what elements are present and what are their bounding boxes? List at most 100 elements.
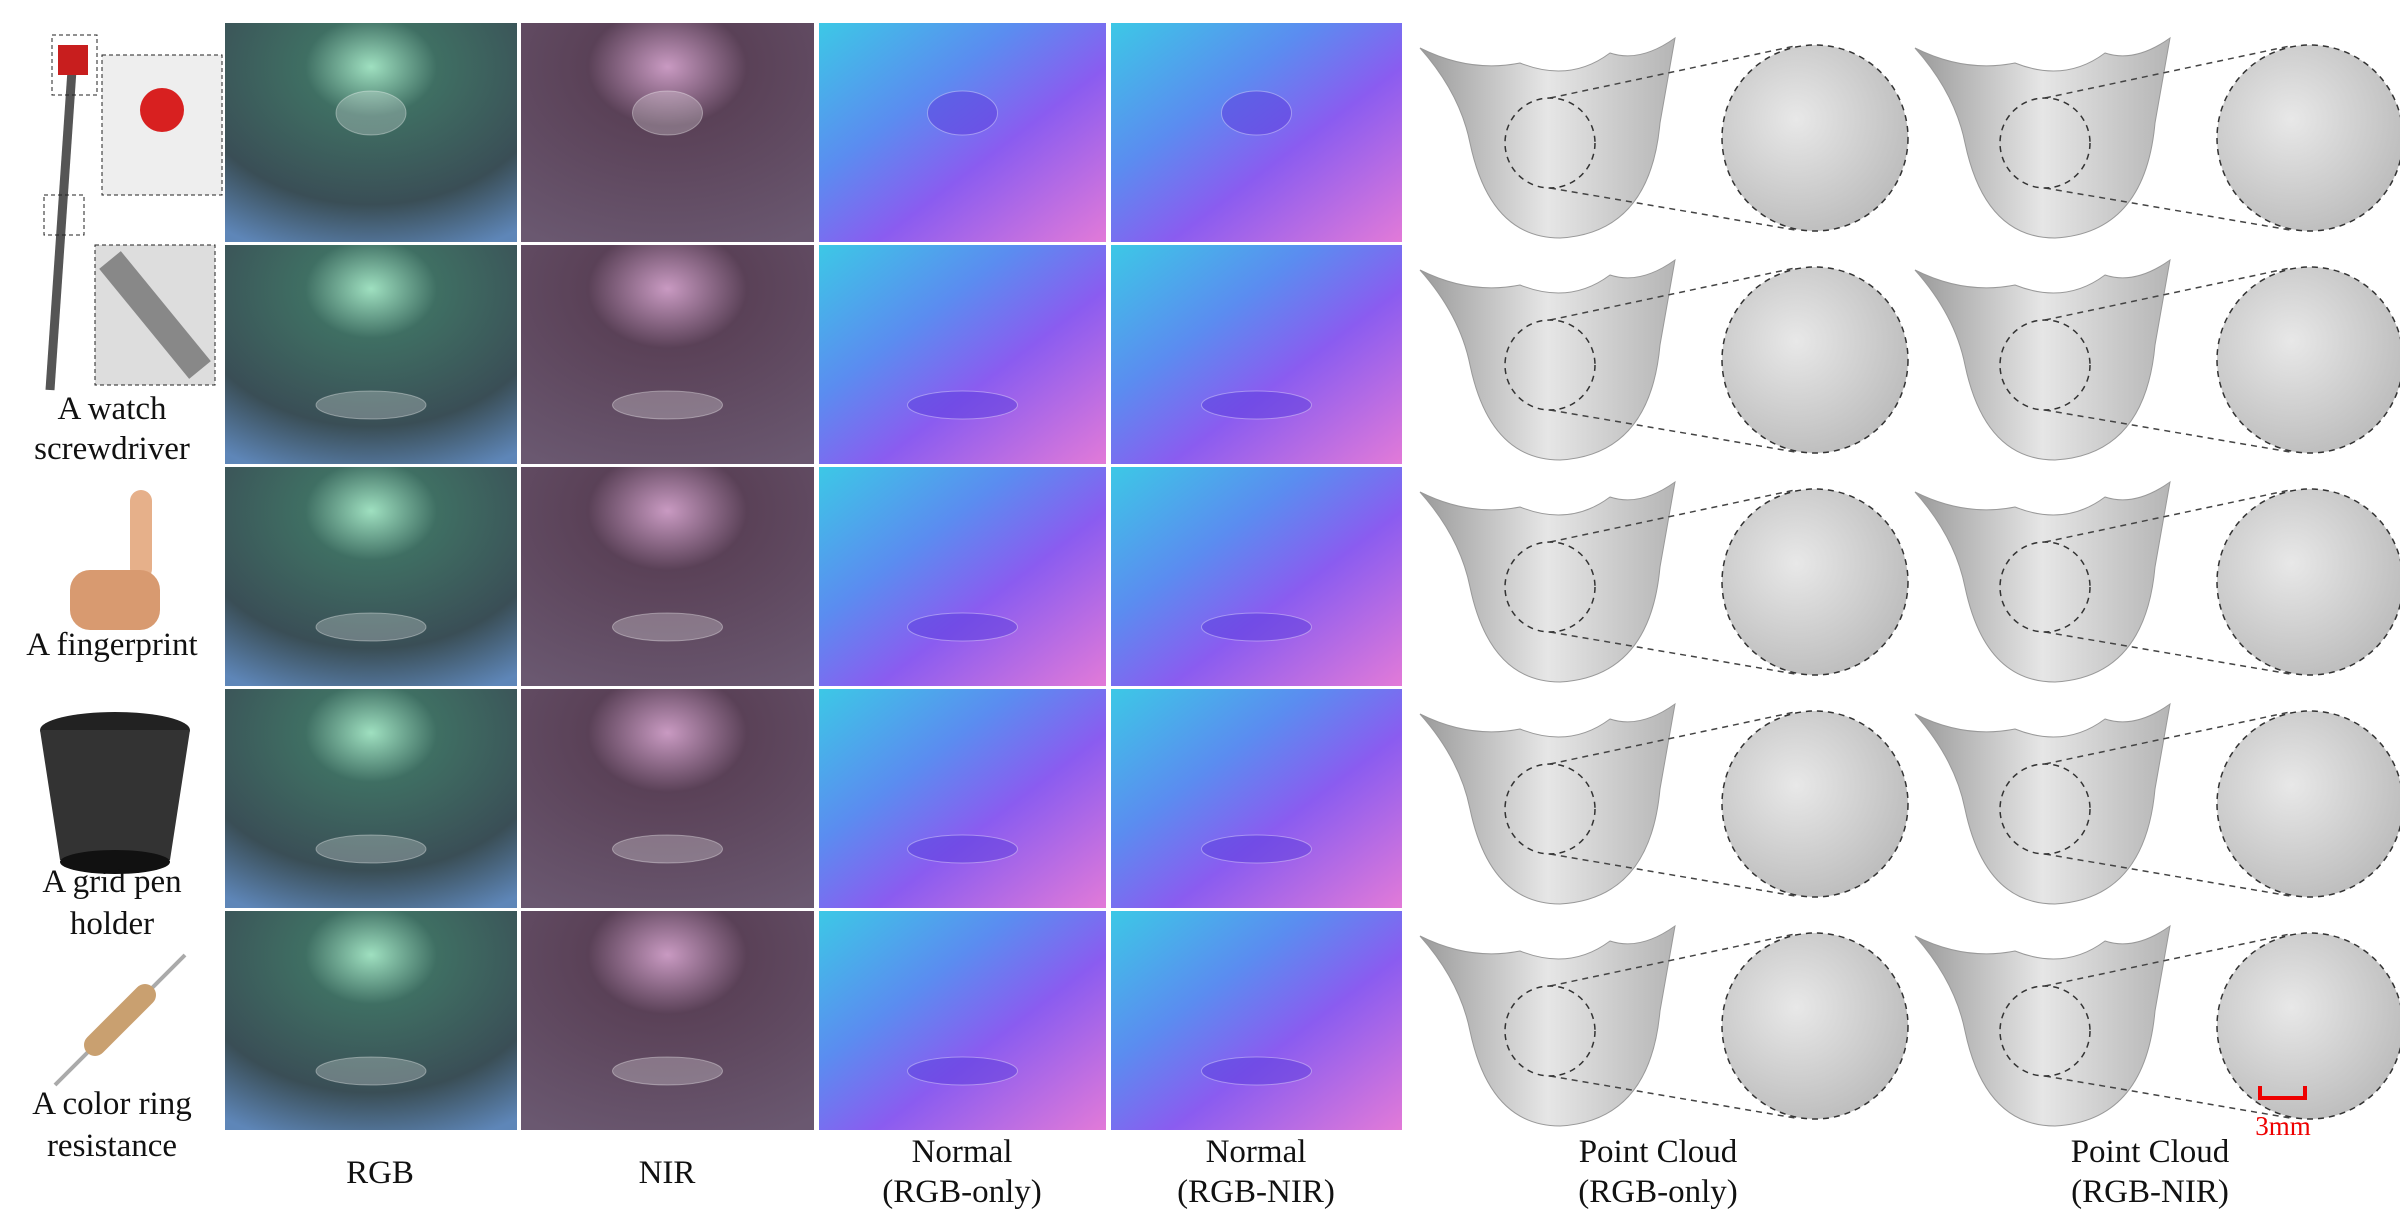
imprint — [315, 1056, 427, 1086]
point-cloud — [1914, 258, 2171, 461]
image-panel — [225, 245, 517, 464]
column-label: (RGB-NIR) — [1177, 1174, 1335, 1210]
imprint — [315, 612, 427, 642]
zoom-line — [1549, 631, 1796, 675]
zoom-line — [1549, 489, 1796, 543]
point-cloud — [1914, 702, 2171, 905]
zoom-view — [1721, 488, 1909, 676]
point-cloud — [1419, 480, 1676, 683]
imprint — [907, 1056, 1018, 1086]
object-label: A watch — [57, 391, 167, 427]
zoom-region — [1504, 319, 1596, 411]
imprint — [612, 612, 723, 642]
image-panel — [819, 911, 1106, 1130]
image-panel — [1111, 245, 1402, 464]
scale-label: 3mm — [2255, 1111, 2311, 1141]
zoom-line — [1549, 187, 1796, 231]
image-panel — [521, 245, 814, 464]
imprint — [632, 90, 703, 136]
point-cloud — [1914, 924, 2171, 1127]
image-panel — [819, 467, 1106, 686]
object-label: A color ring — [32, 1086, 191, 1122]
column-label: Normal — [912, 1134, 1013, 1170]
zoom-line — [1549, 853, 1796, 897]
imprint — [907, 834, 1018, 864]
zoom-view — [1721, 266, 1909, 454]
zoom-view — [2216, 710, 2400, 898]
point-cloud — [1419, 924, 1676, 1127]
column-label: (RGB-only) — [1578, 1174, 1738, 1210]
imprint — [1201, 834, 1312, 864]
zoom-view — [1721, 44, 1909, 232]
imprint — [315, 834, 427, 864]
image-panel — [521, 23, 814, 242]
imprint — [1201, 390, 1312, 420]
imprint — [612, 1056, 723, 1086]
imprint — [612, 390, 723, 420]
point-cloud — [1419, 258, 1676, 461]
image-panel — [521, 689, 814, 908]
column-label: (RGB-NIR) — [2071, 1174, 2229, 1210]
zoom-line — [1549, 409, 1796, 453]
column-label: Normal — [1206, 1134, 1307, 1170]
zoom-region — [1504, 97, 1596, 189]
column-label: NIR — [639, 1155, 696, 1191]
column-label: Point Cloud — [2071, 1134, 2230, 1170]
imprint — [907, 612, 1018, 642]
zoom-region — [1999, 985, 2091, 1077]
zoom-region — [1504, 985, 1596, 1077]
zoom-view — [2216, 932, 2400, 1120]
column-label: Point Cloud — [1579, 1134, 1738, 1170]
zoom-region — [1504, 763, 1596, 855]
zoom-line — [1549, 933, 1796, 987]
image-panel — [225, 911, 517, 1130]
image-panel — [521, 911, 814, 1130]
zoom-line — [2044, 45, 2291, 99]
imprint — [907, 390, 1018, 420]
zoom-view — [2216, 44, 2400, 232]
image-panel — [225, 467, 517, 686]
zoom-view — [1721, 710, 1909, 898]
zoom-region — [1999, 319, 2091, 411]
point-cloud — [1419, 702, 1676, 905]
zoom-line — [1549, 267, 1796, 321]
scale-bar — [2258, 1086, 2307, 1100]
zoom-line — [2044, 1075, 2291, 1119]
zoom-line — [2044, 489, 2291, 543]
zoom-view — [2216, 266, 2400, 454]
object-label: A grid pen — [42, 864, 181, 900]
zoom-line — [2044, 409, 2291, 453]
icons — [40, 34, 223, 1087]
object-label: A fingerprint — [26, 627, 197, 663]
point-cloud — [1419, 36, 1676, 239]
zoom-line — [1549, 1075, 1796, 1119]
zoom-region — [1999, 97, 2091, 189]
imprint — [612, 834, 723, 864]
zoom-line — [2044, 711, 2291, 765]
imprint — [315, 390, 427, 420]
zoom-line — [2044, 267, 2291, 321]
column-label: (RGB-only) — [882, 1174, 1042, 1210]
image-panel — [521, 467, 814, 686]
zoom-line — [1549, 45, 1796, 99]
object-label: resistance — [47, 1128, 177, 1164]
zoom-view — [1721, 932, 1909, 1120]
zoom-line — [2044, 933, 2291, 987]
imprint — [1201, 1056, 1312, 1086]
image-panel — [819, 689, 1106, 908]
zoom-view — [2216, 488, 2400, 676]
image-panel — [225, 23, 517, 242]
object-label: holder — [70, 906, 154, 942]
zoom-region — [1504, 541, 1596, 633]
image-panel — [1111, 689, 1402, 908]
object-label: screwdriver — [34, 431, 190, 467]
zoom-region — [1999, 541, 2091, 633]
image-panel — [819, 245, 1106, 464]
zoom-line — [1549, 711, 1796, 765]
imprint — [335, 90, 407, 136]
image-panel — [1111, 911, 1402, 1130]
imprint — [927, 90, 998, 136]
zoom-line — [2044, 631, 2291, 675]
